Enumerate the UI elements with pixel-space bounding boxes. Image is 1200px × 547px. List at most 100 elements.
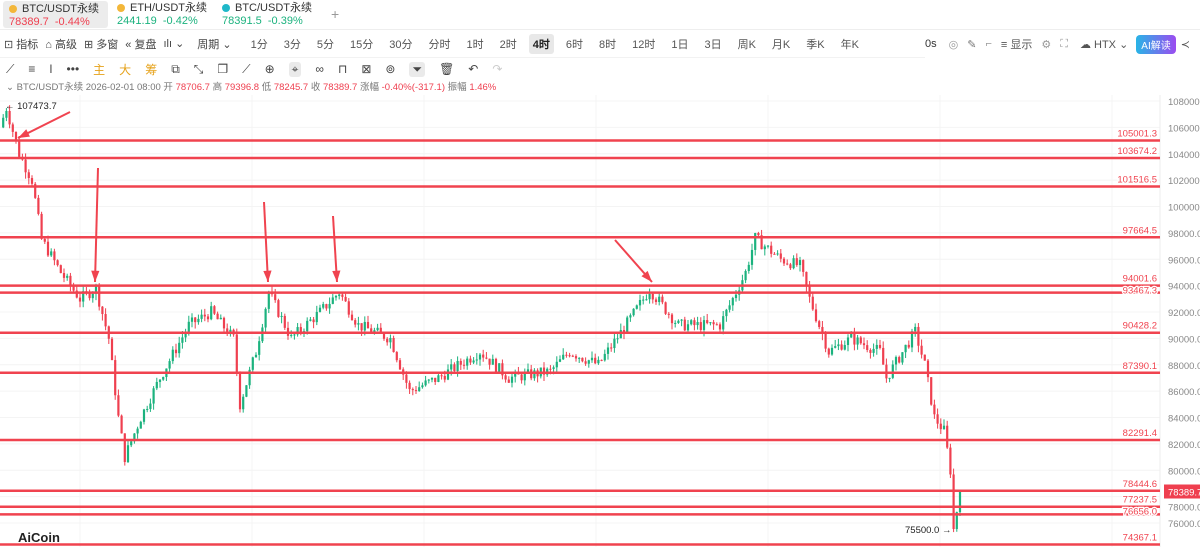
candle-body — [683, 319, 686, 331]
period-16[interactable]: 季K — [806, 38, 825, 51]
candle-body — [651, 293, 654, 300]
period-10[interactable]: 8时 — [598, 38, 617, 51]
candle-body — [648, 293, 651, 300]
candle-body — [818, 321, 821, 327]
period-15[interactable]: 月K — [771, 38, 791, 51]
edit-icon[interactable]: ⧉ — [171, 61, 180, 76]
candle-body — [763, 246, 766, 250]
replay-button[interactable]: « 复盘 — [125, 38, 157, 51]
level-label: 94001.6 — [1123, 274, 1157, 285]
period-8[interactable]: 4时 — [528, 33, 554, 54]
period-3[interactable]: 15分 — [349, 38, 374, 51]
candle-body — [318, 307, 322, 312]
candle-body — [254, 354, 258, 358]
vertical-line-icon[interactable]: ǀ — [49, 62, 53, 76]
period-9[interactable]: 6时 — [565, 38, 583, 51]
display-button[interactable]: ≡ 显示 — [1000, 39, 1033, 51]
period-6[interactable]: 1时 — [466, 38, 484, 51]
period-0[interactable]: 1分 — [250, 38, 268, 51]
channel-tool-icon[interactable]: ≡ — [28, 62, 36, 76]
collapse-icon[interactable]: ⌄ — [6, 82, 14, 93]
candle-body — [27, 172, 30, 179]
candlestick-chart[interactable]: 108000.0 106000.0 104000.0 102000.0 100000.0… — [0, 95, 1200, 547]
period-dropdown[interactable]: 周期 ⌄ — [197, 38, 232, 51]
multi-window-label: 多窗 — [96, 38, 119, 51]
candle-body — [373, 330, 376, 333]
more-tools-icon[interactable]: ••• — [66, 62, 80, 76]
level-label: 90428.2 — [1123, 321, 1157, 332]
big-order-button[interactable]: 大 — [119, 62, 132, 77]
multi-window-button[interactable]: ⊞ 多窗 — [83, 38, 119, 51]
main-chip-button[interactable]: 主 — [93, 62, 106, 77]
candle-body — [126, 445, 130, 463]
period-17[interactable]: 年K — [840, 38, 859, 51]
candle-body — [910, 331, 914, 348]
indicators-button[interactable]: ⊡ 指标 — [4, 38, 39, 51]
settings-icon[interactable]: ⚙ — [1041, 38, 1052, 51]
candle-body — [408, 382, 411, 390]
frame-icon[interactable]: ⌐ — [985, 38, 992, 50]
magnet2-icon[interactable]: ⊚ — [385, 62, 396, 76]
line-tool-icon[interactable]: ⟋ — [6, 61, 15, 76]
measure-icon[interactable]: ⤡ — [193, 61, 204, 76]
undo-icon[interactable]: ↶ — [468, 62, 479, 76]
candle-body — [776, 253, 779, 255]
link-icon[interactable]: ∞ — [315, 62, 324, 76]
chips-button[interactable]: 筹 — [145, 62, 158, 77]
ohlc-info-bar: ⌄ BTC/USDT永续 2026-02-01 08:00 开 78706.7 … — [0, 80, 1200, 95]
redo-icon[interactable]: ↷ — [492, 62, 503, 76]
ai-analysis-button[interactable]: AI解读 — [1136, 34, 1176, 54]
period-14[interactable]: 周K — [737, 38, 756, 51]
tab-eth-usdt-perp[interactable]: ETH/USDT永续 2441.19 -0.42% — [111, 0, 216, 29]
period-13[interactable]: 3日 — [704, 38, 722, 51]
candle-body — [133, 433, 136, 442]
exchange-dropdown[interactable]: ☁ HTX ⌄ — [1079, 38, 1129, 51]
candle-body — [411, 389, 414, 391]
period-4[interactable]: 30分 — [389, 38, 413, 51]
camera-icon[interactable]: ◎ — [948, 38, 959, 51]
filter-icon[interactable]: ⏷ — [409, 61, 426, 77]
period-1[interactable]: 3分 — [283, 38, 301, 51]
candle-body — [674, 322, 677, 324]
arrow-head-icon — [18, 129, 30, 138]
candle-body — [693, 320, 696, 326]
trash-icon[interactable]: 🗑 — [439, 62, 455, 76]
candle-body — [613, 338, 616, 349]
add-tab-button[interactable]: + — [331, 6, 340, 22]
period-5[interactable]: 分时 — [428, 38, 451, 51]
current-price-tag — [1164, 484, 1200, 499]
candle-body — [261, 327, 264, 342]
share-icon[interactable]: ≺ — [1180, 38, 1190, 51]
candle-body — [222, 317, 226, 329]
period-11[interactable]: 12时 — [632, 38, 656, 51]
candle-body — [104, 314, 107, 327]
tab-btc-usdt-perp[interactable]: BTC/USDT永续 78389.7 -0.44% — [3, 1, 108, 28]
tab-btc-usdt-perp-2[interactable]: BTC/USDT永续 78391.5 -0.39% — [216, 0, 321, 29]
zoom-icon[interactable]: ⊕ — [264, 62, 275, 76]
y-tick-label: 102000.0 — [1168, 176, 1200, 187]
open-label: 开 — [163, 82, 173, 93]
hide-icon[interactable]: ⊠ — [361, 62, 372, 76]
candle-body — [789, 264, 792, 269]
advanced-button[interactable]: ⌂ 高级 — [45, 38, 77, 51]
watermark-logo: AiCoin — [18, 530, 60, 545]
candle-body — [955, 512, 958, 530]
period-12[interactable]: 1日 — [671, 38, 689, 51]
lock-icon[interactable]: ⊓ — [337, 62, 348, 76]
binance-coin-icon — [9, 5, 17, 13]
candle-body — [850, 333, 853, 338]
pen-icon[interactable]: ✎ — [967, 38, 977, 51]
candle-body — [939, 423, 942, 430]
fullscreen-icon[interactable]: ⛶ — [1060, 37, 1068, 50]
copy-icon[interactable]: ❐ — [217, 62, 229, 76]
period-7[interactable]: 2时 — [499, 38, 517, 51]
tab-change: -0.39% — [267, 15, 303, 27]
period-2[interactable]: 5分 — [316, 38, 334, 51]
magnet-icon[interactable]: ⌖ — [288, 61, 302, 77]
candle-body — [69, 275, 72, 286]
candle-body — [920, 345, 923, 355]
chart-type-dropdown[interactable]: ılı ⌄ — [163, 38, 185, 50]
candle-body — [62, 273, 66, 278]
ruler-icon[interactable]: ⟋ — [242, 61, 251, 76]
candle-body — [446, 369, 450, 380]
